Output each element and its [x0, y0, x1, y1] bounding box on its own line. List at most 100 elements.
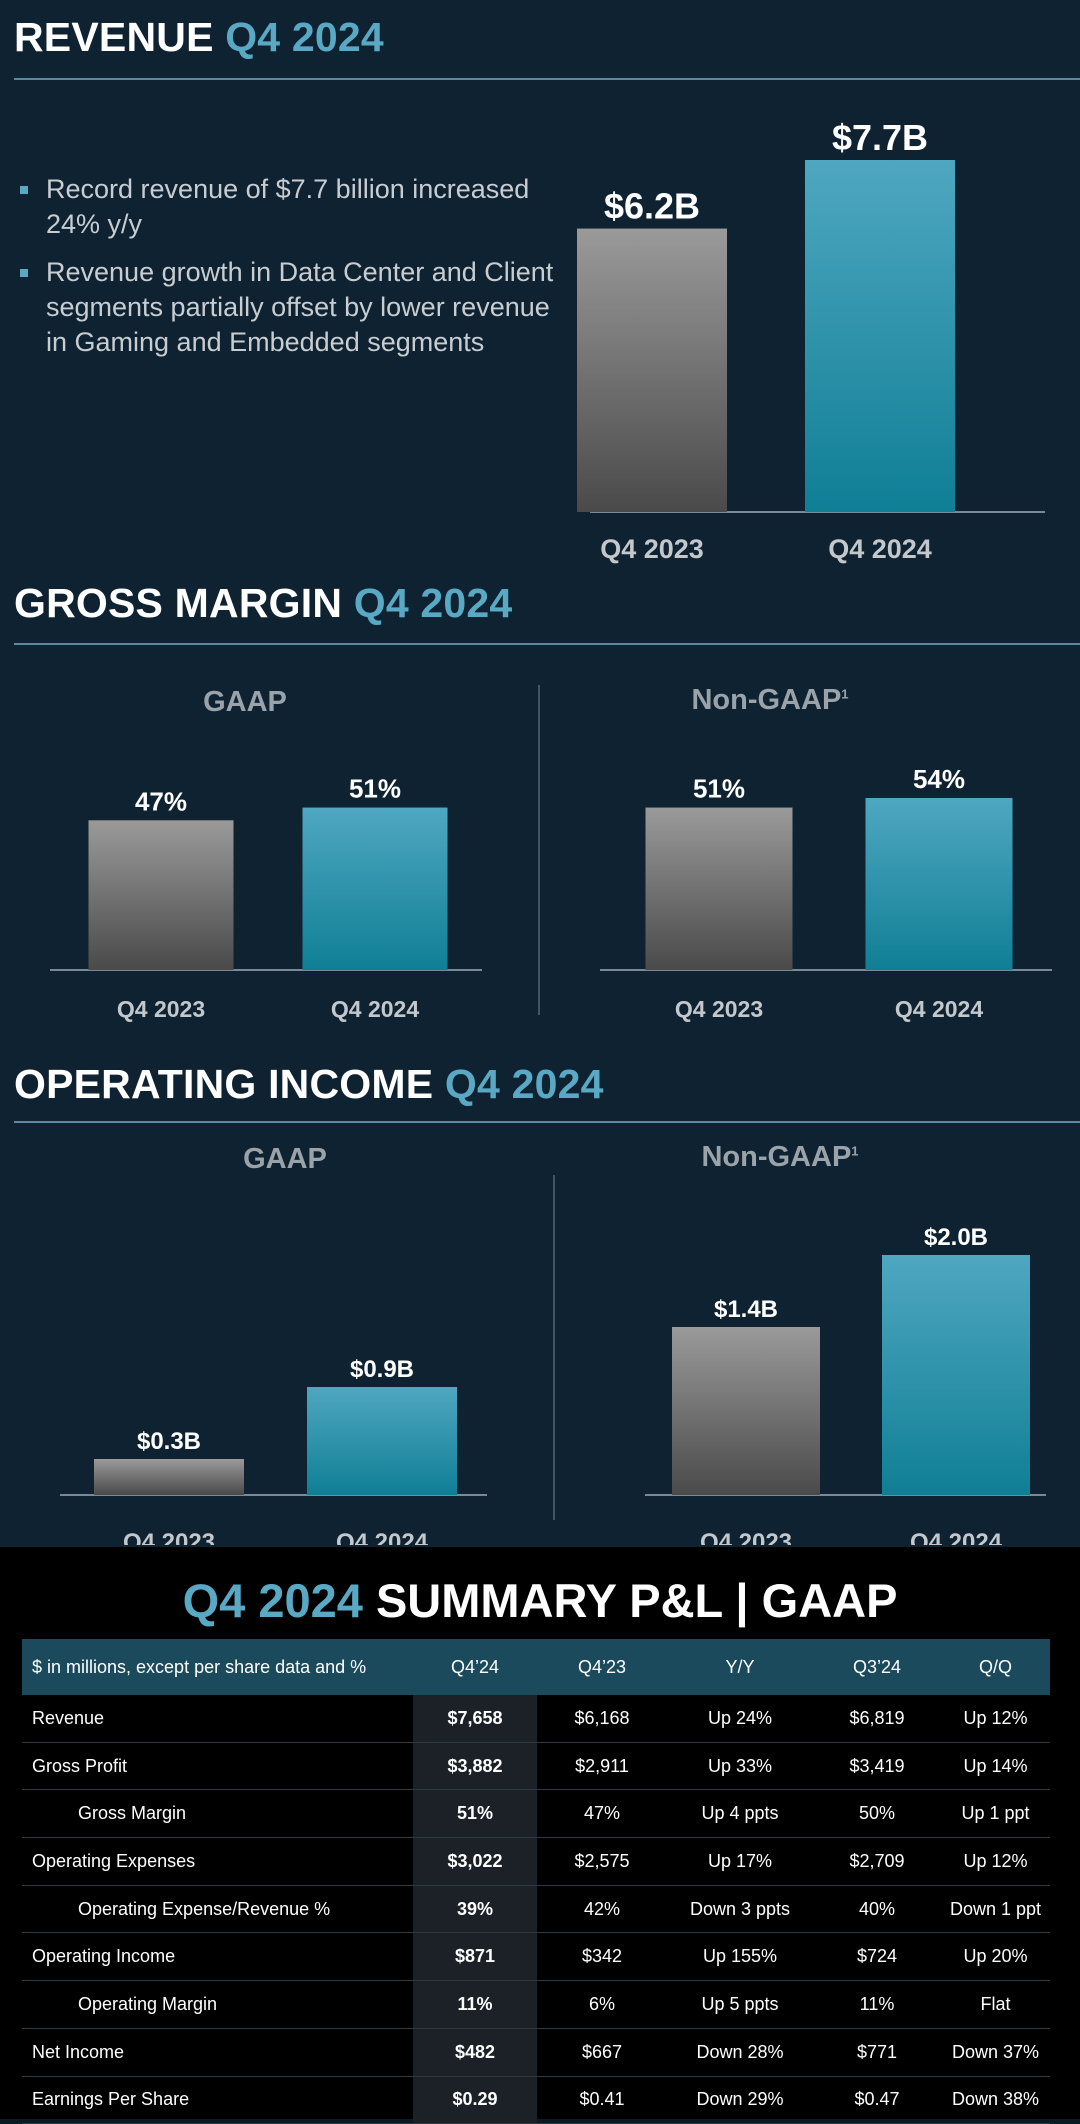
- category-label: Q4 2024: [895, 996, 983, 1022]
- table-cell: $6,168: [537, 1695, 667, 1743]
- row-label: Operating Expense/Revenue %: [22, 1885, 413, 1934]
- table-cell: 39%: [413, 1885, 537, 1934]
- table-cell: Up 20%: [941, 1932, 1050, 1982]
- operating-income-section: OPERATING INCOME Q4 2024 GAAP Non-GAAP1 …: [0, 1045, 1080, 1547]
- data-label: $7.7B: [832, 117, 928, 158]
- summary-pl-section: Q4 2024 SUMMARY P&L | GAAP $ in millions…: [0, 1547, 1080, 2124]
- table-cell: Up 1 ppt: [941, 1789, 1050, 1839]
- table-cell: $0.41: [537, 2076, 667, 2124]
- table-header-row: $ in millions, except per share data and…: [22, 1639, 1050, 1695]
- table-cell: $342: [537, 1932, 667, 1982]
- footnote-marker: 1: [841, 686, 849, 702]
- table-cell: $3,882: [413, 1742, 537, 1791]
- table-cell: $482: [413, 2028, 537, 2077]
- bar: [882, 1255, 1030, 1495]
- table-cell: 40%: [813, 1885, 941, 1934]
- bar: [307, 1387, 457, 1495]
- table-cell: Up 5 ppts: [667, 1980, 813, 2029]
- bar: [577, 228, 727, 513]
- gross-margin-nongaap-label: Non-GAAP1: [600, 684, 940, 717]
- table-cell: $771: [813, 2028, 941, 2077]
- row-label: Operating Expenses: [22, 1837, 413, 1886]
- revenue-title-main: REVENUE: [14, 14, 214, 60]
- table-cell: Down 38%: [941, 2076, 1050, 2124]
- table-cell: Down 29%: [667, 2076, 813, 2124]
- data-label: $0.3B: [137, 1428, 201, 1455]
- row-label: Operating Margin: [22, 1980, 413, 2029]
- table-cell: $0.47: [813, 2076, 941, 2124]
- row-label: Earnings Per Share: [22, 2076, 413, 2124]
- table-cell: Up 17%: [667, 1837, 813, 1886]
- operating-income-title: OPERATING INCOME Q4 2024: [14, 1061, 604, 1108]
- revenue-bullets: Record revenue of $7.7 billion increased…: [18, 172, 578, 373]
- gross-margin-title-accent: Q4 2024: [353, 580, 513, 626]
- table-cell: $2,575: [537, 1837, 667, 1886]
- table-row: Operating Income $871 $342 Up 155% $724 Up 20…: [22, 1932, 1050, 1982]
- table-row: Gross Profit $3,882 $2,911 Up 33% $3,419 Up 1…: [22, 1742, 1050, 1791]
- revenue-chart: $6.2B Q4 2023 $7.7B Q4 2024: [577, 117, 1045, 564]
- column-header: Q4’23: [537, 1639, 667, 1695]
- gross-margin-gaap-label: GAAP: [203, 686, 287, 718]
- column-header: Y/Y: [667, 1639, 813, 1695]
- column-header: Q/Q: [941, 1639, 1050, 1695]
- column-header: Q3’24: [813, 1639, 941, 1695]
- table-cell: $7,658: [413, 1695, 537, 1743]
- revenue-title-accent: Q4 2024: [225, 14, 384, 60]
- table-cell: $3,419: [813, 1742, 941, 1791]
- table-cell: Flat: [941, 1980, 1050, 2029]
- table-row: Earnings Per Share $0.29 $0.41 Down 29% $0.4…: [22, 2076, 1050, 2124]
- bar: [302, 807, 448, 970]
- bar: [94, 1459, 244, 1495]
- summary-pl-body: Revenue $7,658 $6,168 Up 24% $6,819 Up 12% Gro…: [22, 1695, 1050, 2124]
- table-row: Revenue $7,658 $6,168 Up 24% $6,819 Up 12%: [22, 1695, 1050, 1743]
- table-cell: Down 28%: [667, 2028, 813, 2077]
- table-row: Net Income $482 $667 Down 28% $771 Down 37%: [22, 2028, 1050, 2077]
- operating-income-title-rule: [14, 1121, 1080, 1123]
- category-label: Q4 2024: [910, 1529, 1003, 1545]
- bar: [645, 807, 793, 970]
- table-cell: Up 12%: [941, 1695, 1050, 1743]
- table-row: Gross Margin 51% 47% Up 4 ppts 50% Up 1 ppt: [22, 1789, 1050, 1839]
- gross-margin-title-rule: [14, 643, 1080, 645]
- category-label: Q4 2024: [828, 534, 932, 564]
- data-label: 54%: [913, 764, 965, 794]
- data-label: 47%: [135, 786, 187, 816]
- gross-margin-divider: [538, 685, 540, 1015]
- data-label: $2.0B: [924, 1224, 988, 1251]
- table-cell: $2,709: [813, 1837, 941, 1886]
- table-cell: $3,022: [413, 1837, 537, 1886]
- table-cell: 50%: [813, 1789, 941, 1839]
- gross-margin-nongaap-label-text: Non-GAAP: [691, 684, 842, 716]
- gross-margin-title-main: GROSS MARGIN: [14, 580, 343, 626]
- category-label: Q4 2023: [700, 1529, 792, 1545]
- table-cell: $2,911: [537, 1742, 667, 1791]
- operating-income-title-accent: Q4 2024: [444, 1061, 604, 1107]
- operating-income-divider: [553, 1175, 555, 1520]
- gross-margin-section: GROSS MARGIN Q4 2024 GAAP Non-GAAP1 47% Q…: [0, 570, 1080, 1045]
- bar: [865, 798, 1013, 970]
- revenue-title-rule: [14, 78, 1080, 80]
- revenue-section: REVENUE Q4 2024 Record revenue of $7.7 b…: [0, 0, 1080, 570]
- table-cell: Up 12%: [941, 1837, 1050, 1886]
- summary-pl-title-main: SUMMARY P&L | GAAP: [375, 1574, 898, 1627]
- row-label: Net Income: [22, 2028, 413, 2077]
- table-row: Operating Expense/Revenue % 39% 42% Down 3 …: [22, 1885, 1050, 1934]
- column-header: Q4’24: [413, 1639, 537, 1695]
- table-cell: 6%: [537, 1980, 667, 2029]
- operating-income-gaap-chart: $0.3B Q4 2023 $0.9B Q4 2024: [60, 1356, 487, 1545]
- table-cell: Down 1 ppt: [941, 1885, 1050, 1934]
- operating-income-title-main: OPERATING INCOME: [14, 1061, 434, 1107]
- category-label: Q4 2023: [675, 996, 763, 1022]
- table-row: Operating Margin 11% 6% Up 5 ppts 11% Flat: [22, 1980, 1050, 2029]
- operating-income-nongaap-chart: $1.4B Q4 2023 $2.0B Q4 2024: [645, 1224, 1046, 1545]
- revenue-bullet: Revenue growth in Data Center and Client…: [18, 255, 578, 360]
- summary-pl-table: $ in millions, except per share data and…: [22, 1639, 1050, 2124]
- row-label: Revenue: [22, 1695, 413, 1743]
- table-cell: 47%: [537, 1789, 667, 1839]
- table-cell: Up 4 ppts: [667, 1789, 813, 1839]
- table-cell: $667: [537, 2028, 667, 2077]
- data-label: $1.4B: [714, 1296, 778, 1323]
- table-cell: 11%: [413, 1980, 537, 2029]
- operating-income-nongaap-label-text: Non-GAAP: [701, 1141, 852, 1173]
- revenue-title: REVENUE Q4 2024: [14, 14, 384, 61]
